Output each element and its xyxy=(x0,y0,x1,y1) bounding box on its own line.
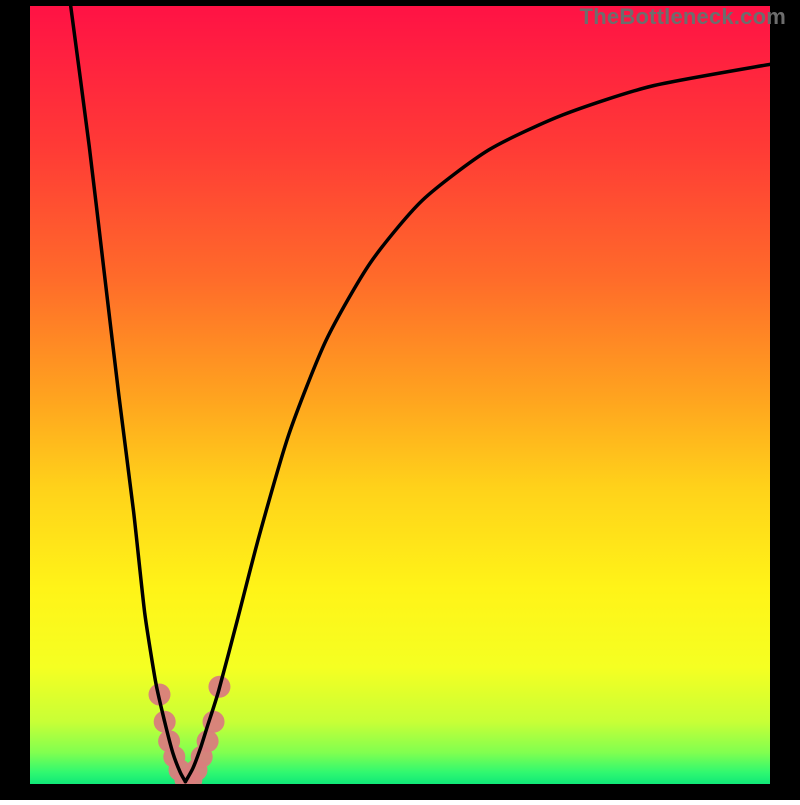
bottleneck-chart xyxy=(0,0,800,800)
watermark-text: TheBottleneck.com xyxy=(580,4,786,30)
gradient-background xyxy=(30,6,770,784)
chart-container: TheBottleneck.com xyxy=(0,0,800,800)
